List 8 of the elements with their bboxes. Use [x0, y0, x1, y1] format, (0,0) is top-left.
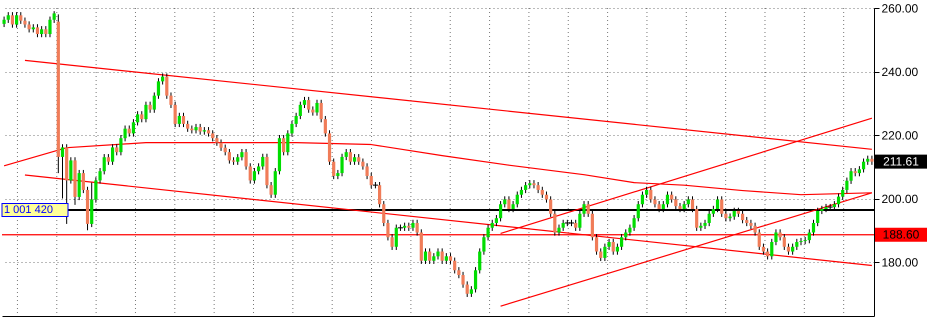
y-tick-label: 260.00 — [882, 2, 919, 16]
y-tick-label: 220.00 — [882, 128, 919, 143]
y-tick-label: 200.00 — [882, 192, 919, 206]
ref-line-label: 188.60 — [882, 228, 920, 242]
y-tick-label: 180.00 — [882, 256, 919, 270]
y-tick-label: 240.00 — [882, 65, 919, 80]
annotation: 1 001 420 — [4, 204, 53, 216]
text: 211.61 — [883, 154, 920, 169]
